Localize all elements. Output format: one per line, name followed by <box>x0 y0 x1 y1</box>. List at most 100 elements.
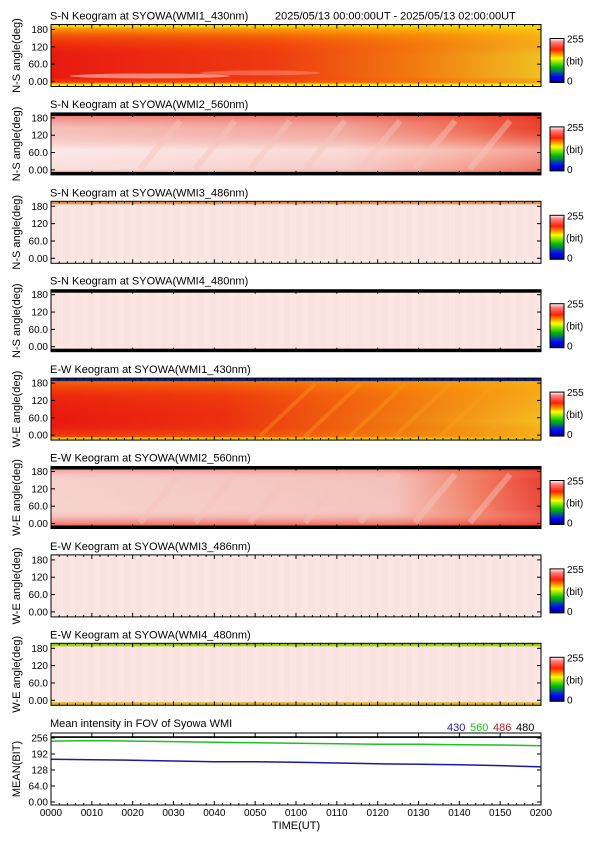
chart-title: Mean intensity in FOV of Syowa WMI <box>50 718 232 730</box>
x-axis-label: TIME(UT) <box>272 820 320 832</box>
colorbar-unit-label: (bit) <box>566 410 583 421</box>
auroral-arc <box>247 472 293 525</box>
y-tick-label: 0.00 <box>29 431 49 442</box>
colorbar-unit-label: (bit) <box>566 675 583 686</box>
keogram-stripe <box>161 643 168 706</box>
keogram-stripe <box>63 643 70 706</box>
auroral-arc <box>467 118 513 171</box>
keogram-stripe <box>173 201 180 264</box>
keogram-stripe <box>136 289 143 352</box>
keogram-panel: S-N Keogram at SYOWA(WMI4_480nm)180 120 60… <box>11 276 584 358</box>
keogram-stripe <box>222 643 229 706</box>
keogram-stripe <box>357 554 364 617</box>
auroral-arc <box>393 382 452 438</box>
keogram-stripe <box>504 643 511 706</box>
y-tick-label: 0.00 <box>29 342 49 353</box>
keogram-stripe <box>198 201 204 264</box>
keogram-stripe <box>528 643 535 706</box>
keogram-panel: E-W Keogram at SYOWA(WMI4_480nm)180 120 60… <box>11 629 584 712</box>
keogram-stripe <box>51 643 57 706</box>
colorbar <box>549 568 565 614</box>
keogram-stripe <box>149 201 155 264</box>
colorbar-max-label: 255 <box>567 35 584 46</box>
y-axis-label: N-S angle(deg) <box>11 18 23 93</box>
keogram-stripe <box>467 554 474 617</box>
y-axis-label: N-S angle(deg) <box>11 283 23 358</box>
y-axis-label: W-E angle(deg) <box>11 547 23 624</box>
y-tick-label: 60.0 <box>29 413 49 424</box>
keogram-image <box>51 201 541 264</box>
keogram-stripe <box>394 289 400 352</box>
auroral-arc <box>192 472 238 525</box>
keogram-image <box>51 554 541 617</box>
keogram-stripe <box>210 289 217 352</box>
y-tick-label: 180 <box>31 202 48 213</box>
keogram-stripe <box>259 201 266 264</box>
keogram-stripe <box>504 289 511 352</box>
x-tick-label: 0010 <box>81 808 104 819</box>
keogram-stripe <box>185 201 192 264</box>
keogram-stripe <box>357 201 364 264</box>
colorbar-min-label: 0 <box>567 519 573 530</box>
y-axis-label: W-E angle(deg) <box>11 459 23 536</box>
keogram-stripe <box>112 289 119 352</box>
auroral-arc <box>412 118 458 171</box>
keogram-stripe <box>320 554 327 617</box>
keogram-stripe <box>247 643 253 706</box>
keogram-stripe <box>492 201 498 264</box>
keogram-stripe <box>112 201 119 264</box>
colorbar-max-label: 255 <box>567 565 584 576</box>
keogram-stripe <box>247 201 253 264</box>
keogram-stripe <box>479 201 486 264</box>
keogram-stripe <box>296 554 302 617</box>
keogram-stripe <box>394 554 400 617</box>
keogram-stripe <box>357 289 364 352</box>
keogram-stripe <box>332 289 339 352</box>
y-tick-label: 120 <box>31 219 48 230</box>
keogram-stripe <box>357 643 364 706</box>
keogram-stripe <box>100 554 106 617</box>
keogram-stripe <box>492 643 498 706</box>
keogram-stripe <box>283 289 290 352</box>
keogram-stripe <box>320 643 327 706</box>
colorbar-min-label: 0 <box>567 607 573 618</box>
keogram-stripe <box>406 289 413 352</box>
y-tick-label: 120 <box>31 573 48 584</box>
keogram-stripe <box>516 201 523 264</box>
y-tick-label: 60.0 <box>29 60 49 71</box>
keogram-stripe <box>394 201 400 264</box>
legend-entry-430: 430 <box>447 722 465 734</box>
keogram-stripe <box>504 201 511 264</box>
keogram-stripe <box>528 201 535 264</box>
keogram-stripe <box>161 554 168 617</box>
y-tick-label: 0.00 <box>29 77 49 88</box>
keogram-stripe <box>51 201 57 264</box>
x-tick-label: 0120 <box>367 808 390 819</box>
y-tick-label: 60.0 <box>29 678 49 689</box>
keogram-stripe <box>443 201 449 264</box>
keogram-stripe <box>430 289 437 352</box>
keogram-stripe <box>467 289 474 352</box>
colorbar-unit-label: (bit) <box>566 145 583 156</box>
keogram-stripe <box>332 643 339 706</box>
keogram-stripe <box>100 201 106 264</box>
keogram-stripe <box>467 643 474 706</box>
keogram-stripe <box>259 289 266 352</box>
keogram-panel: S-N Keogram at SYOWA(WMI3_486nm)180 120 60… <box>11 187 584 269</box>
keogram-title: E-W Keogram at SYOWA(WMI2_560nm) <box>50 453 251 465</box>
y-tick-label: 180 <box>31 25 48 36</box>
keogram-stripe <box>283 201 290 264</box>
keogram-stripe <box>271 643 278 706</box>
keogram-stripe <box>308 201 315 264</box>
keogram-stripe <box>136 201 143 264</box>
keogram-stripe <box>51 289 57 352</box>
x-tick-label: 0110 <box>326 808 348 819</box>
series-line-430 <box>50 758 542 768</box>
auroral-arc <box>357 118 403 171</box>
keogram-stripe <box>369 289 376 352</box>
keogram-stripe <box>173 643 180 706</box>
keogram-stripe <box>210 643 217 706</box>
keogram-stripe <box>198 554 204 617</box>
keogram-stripe <box>283 643 290 706</box>
